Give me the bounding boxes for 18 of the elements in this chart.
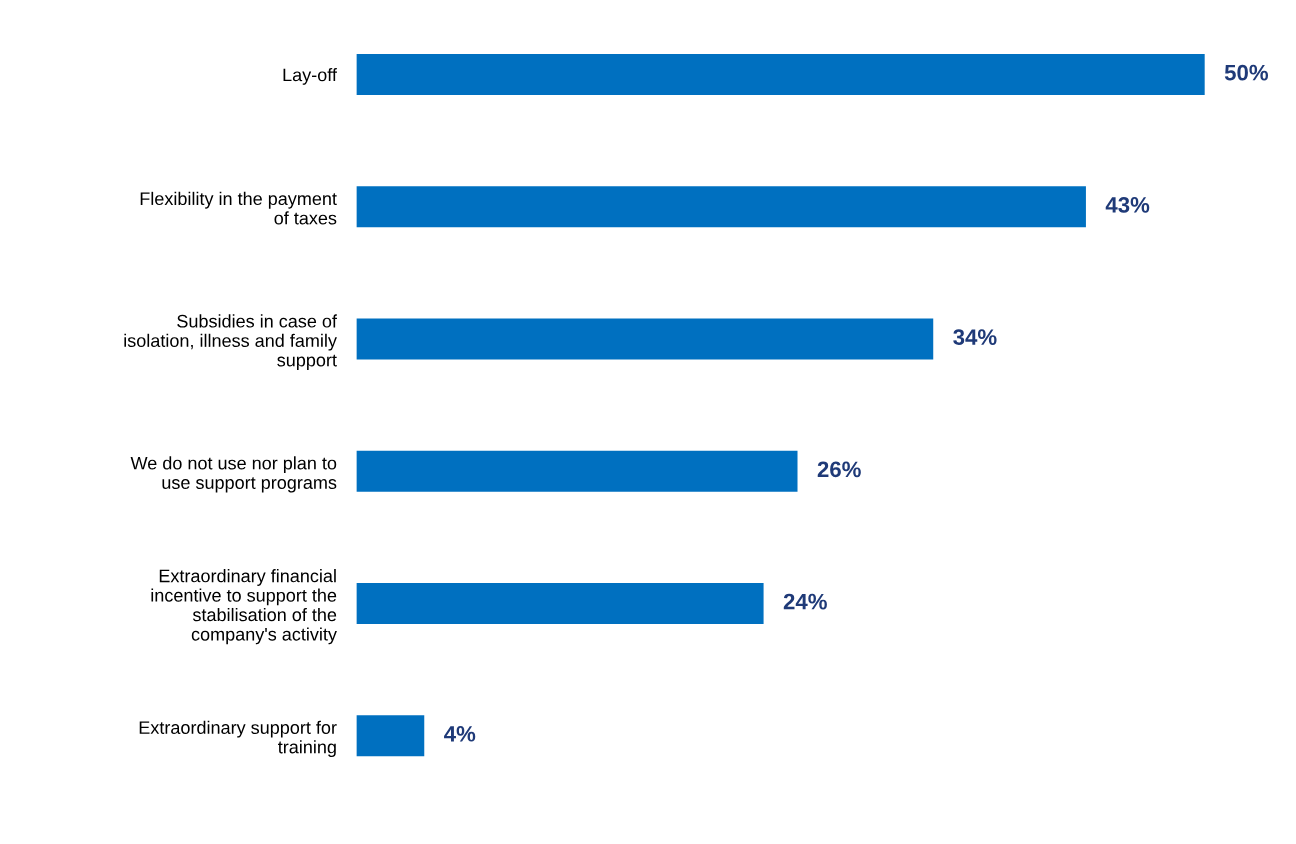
data-label: 34% bbox=[953, 329, 997, 345]
bar bbox=[356, 186, 1086, 228]
data-label: 43% bbox=[1105, 197, 1150, 213]
y-tick-label: Subsidies in case of isolation, illness and family support bbox=[124, 314, 337, 371]
data-label: 4% bbox=[444, 725, 476, 742]
y-tick-label: We do not use nor plan to use support programs bbox=[130, 456, 337, 493]
bar bbox=[356, 450, 798, 492]
bar bbox=[356, 54, 1205, 96]
data-label: 50% bbox=[1224, 64, 1269, 81]
data-label: 26% bbox=[817, 461, 861, 478]
bar bbox=[356, 582, 764, 624]
y-tick-label: Extraordinary support for training bbox=[139, 720, 337, 758]
data-label: 24% bbox=[783, 593, 827, 610]
y-tick-label: Flexibility in the payment of taxes bbox=[140, 191, 337, 225]
bar bbox=[356, 318, 934, 360]
y-tick-label: Extraordinary financial incentive to support the stabilisation of the company's activity bbox=[151, 569, 337, 645]
y-tick-label: Lay-off bbox=[283, 68, 337, 85]
bar bbox=[356, 715, 425, 757]
